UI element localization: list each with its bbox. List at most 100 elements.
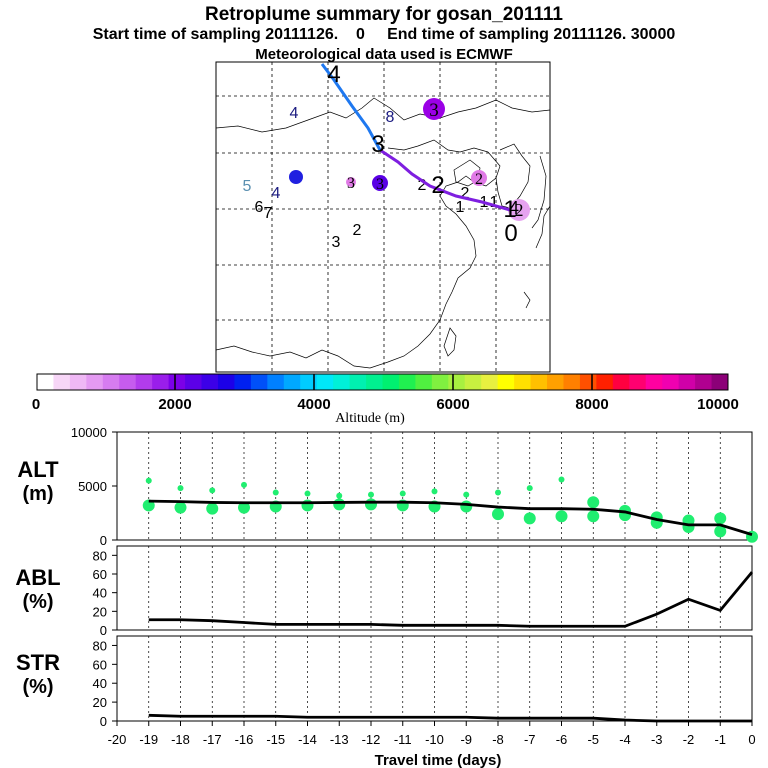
colorbar-cell xyxy=(333,374,351,390)
alt-ytick-label: 5000 xyxy=(78,479,107,494)
colorbar-cell xyxy=(316,374,334,390)
panel-labels: ALT (m) ABL (%) STR (%) xyxy=(15,457,60,698)
scatter-label: 5 xyxy=(243,178,252,195)
svg-text:3: 3 xyxy=(429,100,439,121)
plume-marker: 3 xyxy=(372,175,388,193)
alt-scatter-point xyxy=(333,498,346,511)
colorbar-cell xyxy=(185,374,203,390)
str-frame xyxy=(116,635,753,722)
plume-marker: 3 xyxy=(346,175,356,192)
alt-scatter-point xyxy=(238,501,250,514)
colorbar-cell xyxy=(547,374,564,390)
trajectory-label: 2 xyxy=(431,172,444,199)
colorbar-cell xyxy=(152,374,170,390)
colorbar-cell xyxy=(662,374,680,390)
svg-text:3: 3 xyxy=(376,176,384,193)
colorbar-cell xyxy=(431,374,449,390)
colorbar-cell xyxy=(102,374,120,390)
scatter-label: 1 xyxy=(490,194,499,211)
alt-scatter-point xyxy=(304,490,311,497)
colorbar-cell xyxy=(217,374,235,390)
map-panel: 3 3 3 2 2 4 8 5 4 xyxy=(215,61,551,373)
scatter-label: 4 xyxy=(290,105,299,122)
alt-scatter-point xyxy=(241,481,247,488)
colorbar-cell xyxy=(201,374,219,390)
colorbar-tick-label: 0 xyxy=(32,396,40,413)
alt-scatter-point xyxy=(336,492,343,499)
alt-scatter-point xyxy=(177,485,184,492)
alt-scatter-point xyxy=(206,502,219,515)
colorbar-cell xyxy=(366,374,383,390)
colorbar-cell xyxy=(53,374,71,390)
colorbar-cell xyxy=(596,374,614,390)
colorbar-cell xyxy=(678,374,696,390)
trajectory-label: 4 xyxy=(327,61,340,88)
x-tick-label: -10 xyxy=(425,732,444,747)
x-tick-label: -12 xyxy=(362,732,381,747)
colorbar-frame xyxy=(36,373,729,391)
trajectory-lower xyxy=(379,148,511,212)
scatter-label: 8 xyxy=(386,109,395,126)
colorbar-dividers xyxy=(174,374,593,390)
x-tick-label: -15 xyxy=(266,732,285,747)
str-panel: 0 20 40 60 80 xyxy=(93,635,753,729)
colorbar-title: Altitude (m) xyxy=(335,411,405,426)
colorbar-cell xyxy=(612,374,630,390)
alt-scatter-point xyxy=(555,510,568,523)
scatter-label: 7 xyxy=(264,205,273,222)
scatter-label: 4 xyxy=(272,185,281,202)
alt-ytick-label: 0 xyxy=(100,533,107,548)
colorbar-cell xyxy=(398,374,416,390)
alt-scatter-point xyxy=(714,525,727,538)
x-axis-title: Travel time (days) xyxy=(375,752,502,768)
colorbar-tick-label: 8000 xyxy=(575,396,608,413)
x-tick-label: -7 xyxy=(524,732,536,747)
colorbar-cell xyxy=(283,374,301,390)
str-ytick-label: 60 xyxy=(93,657,107,672)
alt-label: ALT xyxy=(17,457,59,482)
colorbar-tick-label: 4000 xyxy=(297,396,330,413)
abl-ytick-label: 80 xyxy=(93,548,107,563)
str-ytick-label: 80 xyxy=(93,638,107,653)
colorbar-tick-label: 10000 xyxy=(697,396,739,413)
scatter-label: 2 xyxy=(418,177,427,194)
colorbar-cell xyxy=(563,374,581,390)
abl-ytick-label: 20 xyxy=(93,604,107,619)
alt-unit: (m) xyxy=(22,483,53,505)
met-data-source: Meteorological data used is ECMWF xyxy=(255,46,513,63)
trajectory-label: 1 xyxy=(503,196,516,223)
x-tick-label: -14 xyxy=(298,732,317,747)
scatter-label: 6 xyxy=(255,199,264,216)
alt-ytick-label: 10000 xyxy=(71,425,107,440)
abl-ytick-label: 0 xyxy=(100,623,107,638)
x-tick-label: -3 xyxy=(651,732,663,747)
colorbar-cell xyxy=(135,374,153,390)
trajectory-upper xyxy=(320,63,382,151)
colorbar-ticks: 0 2000 4000 6000 8000 10000 xyxy=(32,396,739,413)
colorbar-cell xyxy=(711,374,729,390)
alt-scatter-point xyxy=(365,498,377,511)
alt-scatter-point xyxy=(460,500,473,513)
alt-scatter-point xyxy=(272,489,279,496)
alt-panel: 0 5000 10000 xyxy=(71,425,758,548)
scatter-label: 4 xyxy=(509,198,519,218)
colorbar-cell xyxy=(69,374,87,390)
x-tick-label: -11 xyxy=(394,732,412,747)
svg-text:2: 2 xyxy=(515,200,524,220)
colorbar-cell xyxy=(481,374,499,390)
colorbar-cell xyxy=(382,374,400,390)
str-ytick-label: 40 xyxy=(93,676,107,691)
alt-scatter-point xyxy=(523,512,536,525)
trajectory-label: 0 xyxy=(504,220,517,247)
scatter-label: 1 xyxy=(456,199,465,216)
trajectory xyxy=(320,63,511,212)
str-series-line xyxy=(148,713,752,723)
plume-dot xyxy=(289,170,303,184)
colorbar-cell xyxy=(37,374,54,390)
altitude-colorbar: 0 2000 4000 6000 8000 10000 Altitude (m) xyxy=(32,373,739,426)
colorbar-tick-label: 2000 xyxy=(158,396,191,413)
x-tick-label: -20 xyxy=(108,732,127,747)
colorbar-cell xyxy=(86,374,104,390)
colorbar-cells xyxy=(37,374,729,390)
svg-text:2: 2 xyxy=(475,171,483,188)
